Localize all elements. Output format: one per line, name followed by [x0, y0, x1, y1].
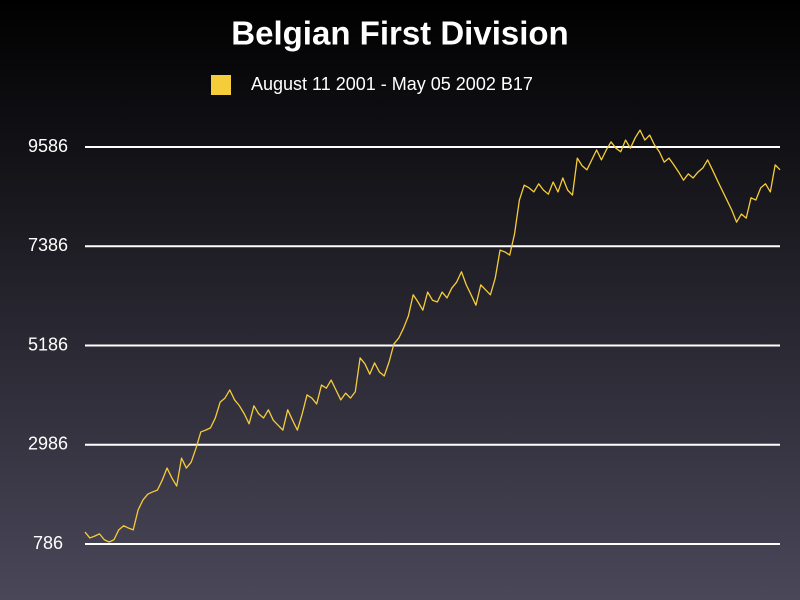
- y-tick-label: 9586: [28, 136, 68, 156]
- legend-label: August 11 2001 - May 05 2002 B17: [251, 74, 533, 94]
- legend-swatch: [211, 75, 231, 95]
- y-tick-label: 7386: [28, 235, 68, 255]
- chart-title: Belgian First Division: [231, 15, 568, 52]
- y-tick-label: 5186: [28, 334, 68, 354]
- y-tick-label: 786: [33, 533, 63, 553]
- y-tick-label: 2986: [28, 434, 68, 454]
- data-line: [84, 129, 781, 543]
